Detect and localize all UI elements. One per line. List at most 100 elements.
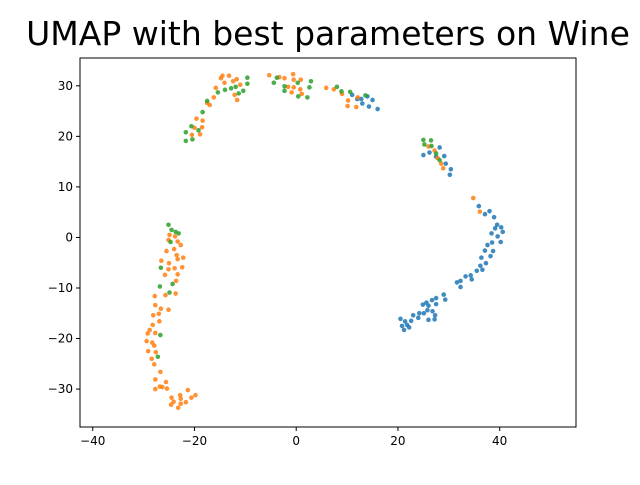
data-point bbox=[196, 127, 201, 133]
data-point bbox=[168, 239, 173, 245]
y-tick-label: 30 bbox=[58, 79, 73, 93]
data-point bbox=[347, 89, 353, 95]
data-point bbox=[441, 153, 447, 159]
data-point bbox=[163, 379, 169, 385]
data-point bbox=[180, 255, 186, 260]
data-point bbox=[282, 88, 287, 94]
data-point bbox=[478, 263, 483, 269]
data-point bbox=[454, 280, 460, 285]
data-point bbox=[176, 231, 181, 236]
data-point bbox=[215, 90, 221, 95]
data-point bbox=[152, 386, 158, 392]
data-point bbox=[410, 312, 416, 318]
data-point bbox=[421, 152, 426, 158]
data-point bbox=[490, 248, 496, 254]
data-point bbox=[222, 80, 227, 86]
data-point bbox=[234, 76, 239, 82]
data-point bbox=[232, 92, 237, 98]
data-point bbox=[271, 80, 277, 86]
data-point bbox=[145, 331, 150, 336]
data-point bbox=[166, 307, 171, 313]
data-point bbox=[197, 132, 203, 137]
data-point bbox=[334, 84, 340, 90]
data-point bbox=[245, 81, 250, 87]
data-point bbox=[487, 208, 492, 214]
data-point bbox=[425, 307, 430, 313]
data-point bbox=[169, 395, 174, 400]
data-point bbox=[153, 349, 159, 355]
data-point bbox=[488, 253, 493, 259]
data-point bbox=[236, 91, 242, 96]
data-point bbox=[290, 71, 296, 77]
data-point bbox=[295, 80, 301, 86]
data-point bbox=[458, 284, 463, 290]
data-point bbox=[282, 84, 287, 89]
data-point bbox=[152, 302, 158, 308]
data-point bbox=[470, 195, 476, 201]
data-point bbox=[172, 265, 177, 271]
data-point bbox=[282, 75, 287, 81]
data-point bbox=[158, 306, 164, 312]
y-tick-label: −20 bbox=[48, 332, 73, 346]
data-point bbox=[177, 392, 183, 398]
data-point bbox=[483, 260, 489, 266]
data-point bbox=[185, 387, 191, 393]
data-point bbox=[406, 325, 412, 330]
data-point bbox=[178, 396, 184, 401]
data-point bbox=[179, 264, 185, 270]
data-point bbox=[147, 327, 152, 333]
data-point bbox=[175, 256, 180, 262]
data-point bbox=[437, 145, 442, 150]
data-point bbox=[152, 293, 158, 299]
axes-frame bbox=[79, 57, 577, 428]
data-point bbox=[426, 303, 431, 308]
data-point bbox=[200, 109, 205, 115]
data-point bbox=[366, 104, 372, 109]
data-point bbox=[375, 106, 380, 112]
data-point bbox=[175, 405, 181, 411]
data-point bbox=[401, 327, 407, 333]
chart-title: UMAP with best parameters on Wine bbox=[26, 14, 630, 53]
data-point bbox=[398, 316, 403, 322]
data-point bbox=[164, 248, 169, 254]
data-point bbox=[170, 281, 175, 287]
data-point bbox=[429, 297, 435, 303]
data-point bbox=[158, 265, 164, 271]
data-point bbox=[245, 75, 250, 81]
data-point bbox=[415, 315, 421, 321]
data-point bbox=[218, 75, 224, 81]
y-tick-label: 10 bbox=[58, 180, 73, 194]
data-point bbox=[323, 85, 329, 91]
data-point bbox=[166, 222, 171, 228]
data-point bbox=[370, 97, 375, 103]
data-point bbox=[438, 161, 444, 166]
data-point bbox=[447, 172, 453, 178]
data-point bbox=[429, 143, 434, 149]
data-point bbox=[226, 73, 232, 78]
data-point bbox=[463, 274, 468, 279]
data-point bbox=[167, 290, 172, 295]
data-point bbox=[420, 302, 426, 307]
data-point bbox=[149, 356, 155, 362]
data-point bbox=[500, 229, 506, 235]
data-point bbox=[339, 89, 344, 94]
y-tick-label: −30 bbox=[48, 382, 73, 396]
data-point bbox=[469, 277, 475, 282]
data-point bbox=[200, 118, 205, 123]
data-point bbox=[498, 239, 504, 245]
data-point bbox=[211, 95, 217, 100]
data-point bbox=[266, 72, 272, 78]
data-point bbox=[151, 343, 157, 348]
data-point bbox=[432, 317, 437, 322]
data-point bbox=[171, 399, 176, 405]
data-point bbox=[468, 273, 473, 278]
data-point bbox=[157, 284, 163, 289]
x-tick-label: 40 bbox=[492, 434, 507, 448]
data-point bbox=[495, 234, 500, 239]
data-point bbox=[199, 124, 205, 130]
data-point bbox=[168, 402, 174, 408]
data-point bbox=[482, 248, 488, 253]
data-point bbox=[189, 132, 195, 138]
data-point bbox=[498, 225, 504, 230]
data-point bbox=[167, 232, 172, 238]
